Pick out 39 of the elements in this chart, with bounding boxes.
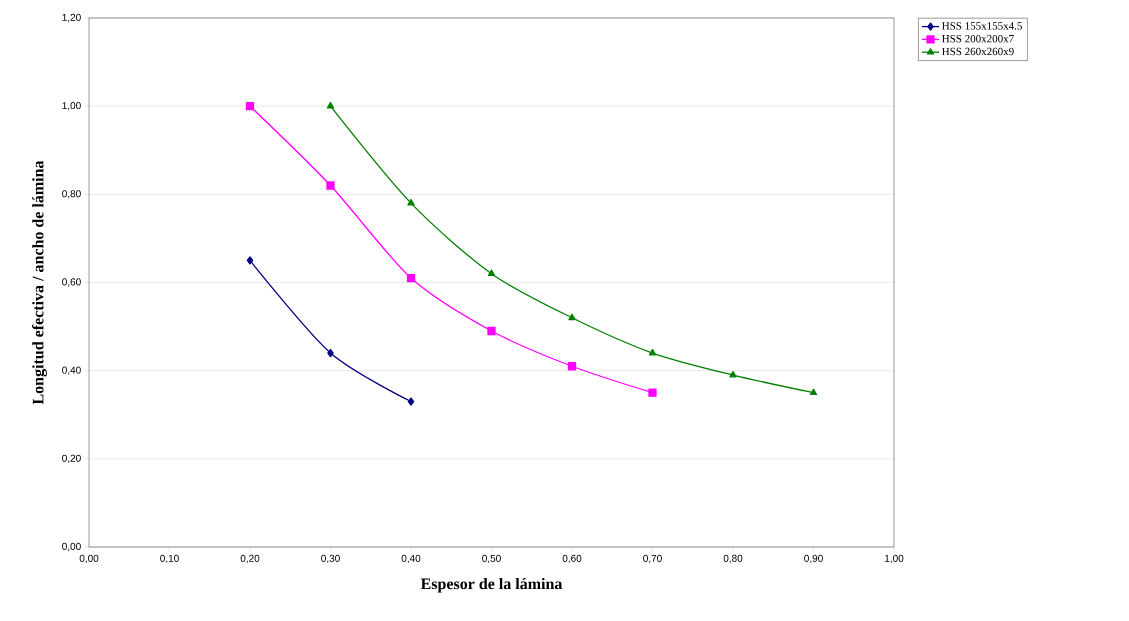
- y-tick-label: 0,40: [62, 366, 81, 375]
- point: [327, 348, 334, 358]
- point: [407, 397, 415, 406]
- x-tick-label: 0,40: [401, 554, 421, 564]
- point: [407, 198, 415, 206]
- x-tick-label: 0,70: [643, 554, 662, 564]
- y-tick-label: 0,00: [62, 542, 81, 552]
- x-tick-label: 0,50: [482, 554, 501, 564]
- point: [648, 388, 657, 397]
- point: [487, 326, 496, 336]
- y-tick-label: 0,60: [62, 278, 81, 287]
- point: [568, 313, 576, 321]
- x-tick-label: 0,80: [723, 554, 743, 564]
- x-axis-title: Espesor de la lámina: [420, 577, 563, 593]
- point: [246, 256, 254, 265]
- y-tick-label: 0,20: [62, 454, 81, 463]
- x-tick-label: 0,90: [804, 554, 823, 564]
- point: [406, 273, 416, 283]
- x-tick-label: 0,20: [240, 554, 260, 564]
- y-tick-label: 1,00: [62, 102, 81, 111]
- point: [729, 370, 737, 378]
- legend-label: HSS 200x200x7: [942, 34, 1014, 43]
- x-tick-label: 0,30: [321, 554, 340, 564]
- x-tick-label: 1,00: [885, 554, 904, 564]
- point: [326, 181, 335, 190]
- point: [567, 362, 577, 371]
- x-tick-label: 0,10: [160, 554, 179, 564]
- point: [487, 269, 496, 277]
- legend-label: HSS 155x155x4.5: [942, 22, 1022, 30]
- x-tick-label: 0,00: [79, 554, 99, 564]
- y-axis-title: Longitud efectiva / ancho de lámina: [32, 160, 47, 405]
- point: [245, 102, 255, 111]
- legend-label: HSS 260x260x9: [942, 47, 1014, 56]
- x-tick-label: 0,60: [562, 554, 582, 564]
- y-tick-label: 1,20: [62, 13, 81, 23]
- point: [326, 102, 335, 109]
- point: [809, 388, 818, 396]
- point: [648, 348, 657, 356]
- y-tick-label: 0,80: [62, 190, 81, 199]
